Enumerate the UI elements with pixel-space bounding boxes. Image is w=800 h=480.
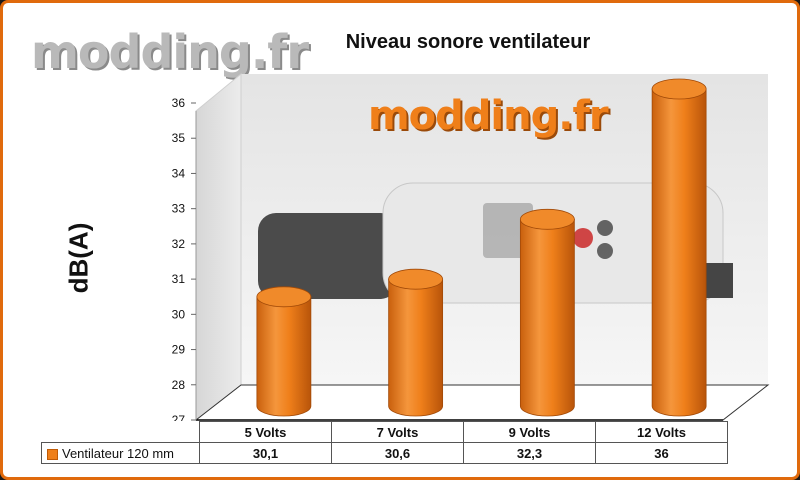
- bar: [256, 286, 312, 417]
- bars: [256, 78, 707, 417]
- bar: [519, 208, 575, 417]
- category-label: 9 Volts: [463, 421, 596, 443]
- data-table-header-row: 5 Volts 7 Volts 9 Volts 12 Volts: [42, 421, 728, 443]
- y-tick-label: 35: [172, 131, 186, 145]
- bar: [651, 78, 707, 417]
- bar-top: [388, 268, 444, 290]
- series-name: Ventilateur 120 mm: [62, 445, 175, 461]
- side-wall: [195, 72, 242, 422]
- bar: [388, 268, 444, 417]
- value-label: 36: [595, 442, 728, 464]
- bar-body: [388, 278, 444, 417]
- y-tick-label: 29: [172, 343, 186, 357]
- legend-entry: Ventilateur 120 mm: [41, 442, 200, 464]
- y-tick-label: 28: [172, 378, 186, 392]
- data-table-corner: [42, 422, 200, 443]
- bar-top: [651, 78, 707, 100]
- y-tick-label: 31: [172, 272, 186, 286]
- category-label: 12 Volts: [595, 421, 728, 443]
- bar-body: [651, 88, 707, 417]
- data-table: 5 Volts 7 Volts 9 Volts 12 Volts Ventila…: [41, 421, 728, 464]
- bar-body: [256, 296, 312, 417]
- y-tick-label: 33: [172, 202, 186, 216]
- y-tick-label: 30: [172, 307, 186, 321]
- bar-body: [519, 218, 575, 417]
- bar-top: [256, 286, 312, 308]
- y-tick-label: 36: [172, 96, 186, 110]
- y-axis-label: dB(A): [63, 222, 94, 294]
- legend-swatch: [47, 448, 58, 460]
- value-label: 30,1: [199, 442, 332, 464]
- category-label: 5 Volts: [199, 421, 332, 443]
- chart-title: Niveau sonore ventilateur: [345, 31, 591, 53]
- bar-top: [519, 208, 575, 230]
- data-table-value-row: Ventilateur 120 mm 30,1 30,6 32,3 36: [41, 442, 728, 464]
- value-label: 32,3: [463, 442, 596, 464]
- value-label: 30,6: [331, 442, 464, 464]
- category-label: 7 Volts: [331, 421, 464, 443]
- y-tick-label: 32: [172, 237, 186, 251]
- y-tick-label: 34: [172, 166, 186, 180]
